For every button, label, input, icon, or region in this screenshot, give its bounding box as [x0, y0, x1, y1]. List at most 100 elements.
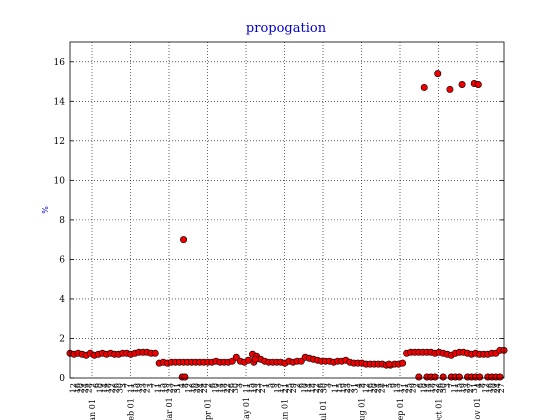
x-day-tick-label: 2 — [88, 383, 97, 388]
y-tick-label: 16 — [54, 58, 66, 68]
x-day-tick-label: 26 — [227, 383, 236, 393]
y-tick-label: 12 — [54, 137, 65, 147]
x-day-tick-label: 21 — [401, 383, 410, 393]
x-day-tick-label: 13 — [393, 383, 402, 393]
x-day-tick-label: 27 — [347, 383, 356, 393]
x-day-tick-label: 23 — [138, 383, 147, 393]
x-day-tick-label: 30 — [231, 383, 240, 393]
data-point — [446, 85, 454, 93]
data-point — [458, 80, 466, 88]
x-month-label: Mar 01 — [165, 397, 174, 420]
x-day-tick-label: 24 — [81, 383, 90, 393]
x-day-tick-label: 18 — [104, 383, 113, 393]
x-day-tick-label: 15 — [335, 383, 344, 393]
x-day-tick-label: 6 — [208, 383, 217, 388]
x-day-tick-label: 11 — [154, 383, 163, 393]
x-day-tick-label: 3 — [146, 383, 155, 388]
x-month-label: Nov 01 — [473, 397, 482, 420]
x-day-tick-label: 22 — [108, 383, 117, 393]
x-day-tick-label: 30 — [439, 383, 448, 393]
x-day-tick-label: 24 — [374, 383, 383, 393]
x-day-tick-label: 19 — [339, 383, 348, 393]
x-day-tick-label: 20 — [489, 383, 498, 393]
x-day-tick-label: 10 — [420, 383, 429, 393]
x-day-tick-label: 8 — [478, 383, 487, 388]
x-day-tick-label: 23 — [343, 383, 352, 393]
x-day-tick-label: 24 — [493, 383, 502, 393]
x-day-tick-label: 30 — [115, 383, 124, 393]
x-axis-ticks: 1216202428261014182226303711151923273711… — [69, 383, 506, 420]
x-day-tick-label: 3 — [119, 383, 128, 388]
x-day-tick-label: 8 — [181, 383, 190, 388]
x-day-tick-label: 30 — [320, 383, 329, 393]
data-point — [474, 80, 482, 88]
data-point — [420, 83, 428, 91]
x-day-tick-label: 2 — [412, 383, 421, 388]
x-day-tick-label: 7 — [447, 383, 456, 388]
x-day-tick-label: 28 — [200, 383, 209, 393]
x-day-tick-label: 7 — [123, 383, 132, 388]
x-month-label: Feb 01 — [127, 398, 136, 420]
x-month-label: Jun 01 — [281, 399, 290, 420]
x-day-tick-label: 17 — [397, 383, 406, 393]
x-day-tick-label: 31 — [470, 383, 479, 393]
y-tick-label: 8 — [59, 216, 65, 226]
y-tick-label: 4 — [59, 295, 65, 305]
y-axis-label: % — [41, 206, 50, 214]
x-day-tick-label: 26 — [316, 383, 325, 393]
x-day-tick-label: 11 — [331, 383, 340, 393]
x-day-tick-label: 23 — [254, 383, 263, 393]
x-day-tick-label: 4 — [474, 383, 483, 388]
x-day-tick-label: 24 — [196, 383, 205, 393]
x-day-tick-label: 14 — [424, 383, 433, 393]
x-day-tick-label: 11 — [127, 383, 136, 393]
x-day-tick-label: 20 — [77, 383, 86, 393]
x-day-tick-label: 3 — [235, 383, 244, 388]
x-day-tick-label: 11 — [451, 383, 460, 393]
data-point — [180, 236, 188, 244]
data-point — [251, 355, 259, 363]
x-day-tick-label: 4 — [177, 383, 186, 388]
plot-frame — [69, 41, 505, 379]
x-month-label: Jul 01 — [319, 400, 328, 420]
y-tick-label: 14 — [54, 97, 66, 107]
data-point — [439, 373, 447, 381]
x-day-tick-label: 12 — [362, 383, 371, 393]
y-tick-label: 6 — [59, 255, 65, 265]
x-day-tick-label: 29 — [289, 383, 298, 393]
x-day-tick-label: 28 — [84, 383, 93, 393]
x-day-tick-label: 21 — [281, 383, 290, 393]
x-month-label: Oct 01 — [435, 399, 444, 420]
x-day-tick-label: 26 — [435, 383, 444, 393]
data-point — [476, 373, 484, 381]
x-day-tick-label: 6 — [416, 383, 425, 388]
x-day-tick-label: 11 — [243, 383, 252, 393]
x-month-label: Jan 01 — [88, 399, 97, 420]
x-day-tick-label: 29 — [408, 383, 417, 393]
x-day-tick-label: 9 — [389, 383, 398, 388]
x-day-tick-label: 2 — [293, 383, 302, 388]
data-point — [415, 373, 423, 381]
x-day-tick-label: 7 — [239, 383, 248, 388]
x-day-tick-label: 18 — [219, 383, 228, 393]
y-tick-label: 0 — [59, 374, 65, 384]
x-day-tick-label: 10 — [212, 383, 221, 393]
x-day-tick-label: 16 — [485, 383, 494, 393]
grid-lines — [70, 42, 504, 378]
x-day-tick-label: 15 — [246, 383, 255, 393]
x-day-tick-label: 15 — [131, 383, 140, 393]
x-day-tick-label: 1 — [262, 383, 271, 388]
x-day-tick-label: 5 — [385, 383, 394, 388]
x-day-tick-label: 7 — [327, 383, 336, 388]
x-day-tick-label: 19 — [458, 383, 467, 393]
x-day-tick-label: 13 — [273, 383, 282, 393]
x-day-tick-label: 19 — [135, 383, 144, 393]
data-point — [434, 70, 442, 78]
x-day-tick-label: 3 — [323, 383, 332, 388]
x-day-tick-label: 2 — [204, 383, 213, 388]
x-day-tick-label: 27 — [497, 383, 506, 393]
x-day-tick-label: 18 — [308, 383, 317, 393]
y-tick-label: 10 — [54, 176, 66, 186]
y-axis-ticks: 0 2 4 6 8 10 12 14 16 — [54, 58, 504, 384]
